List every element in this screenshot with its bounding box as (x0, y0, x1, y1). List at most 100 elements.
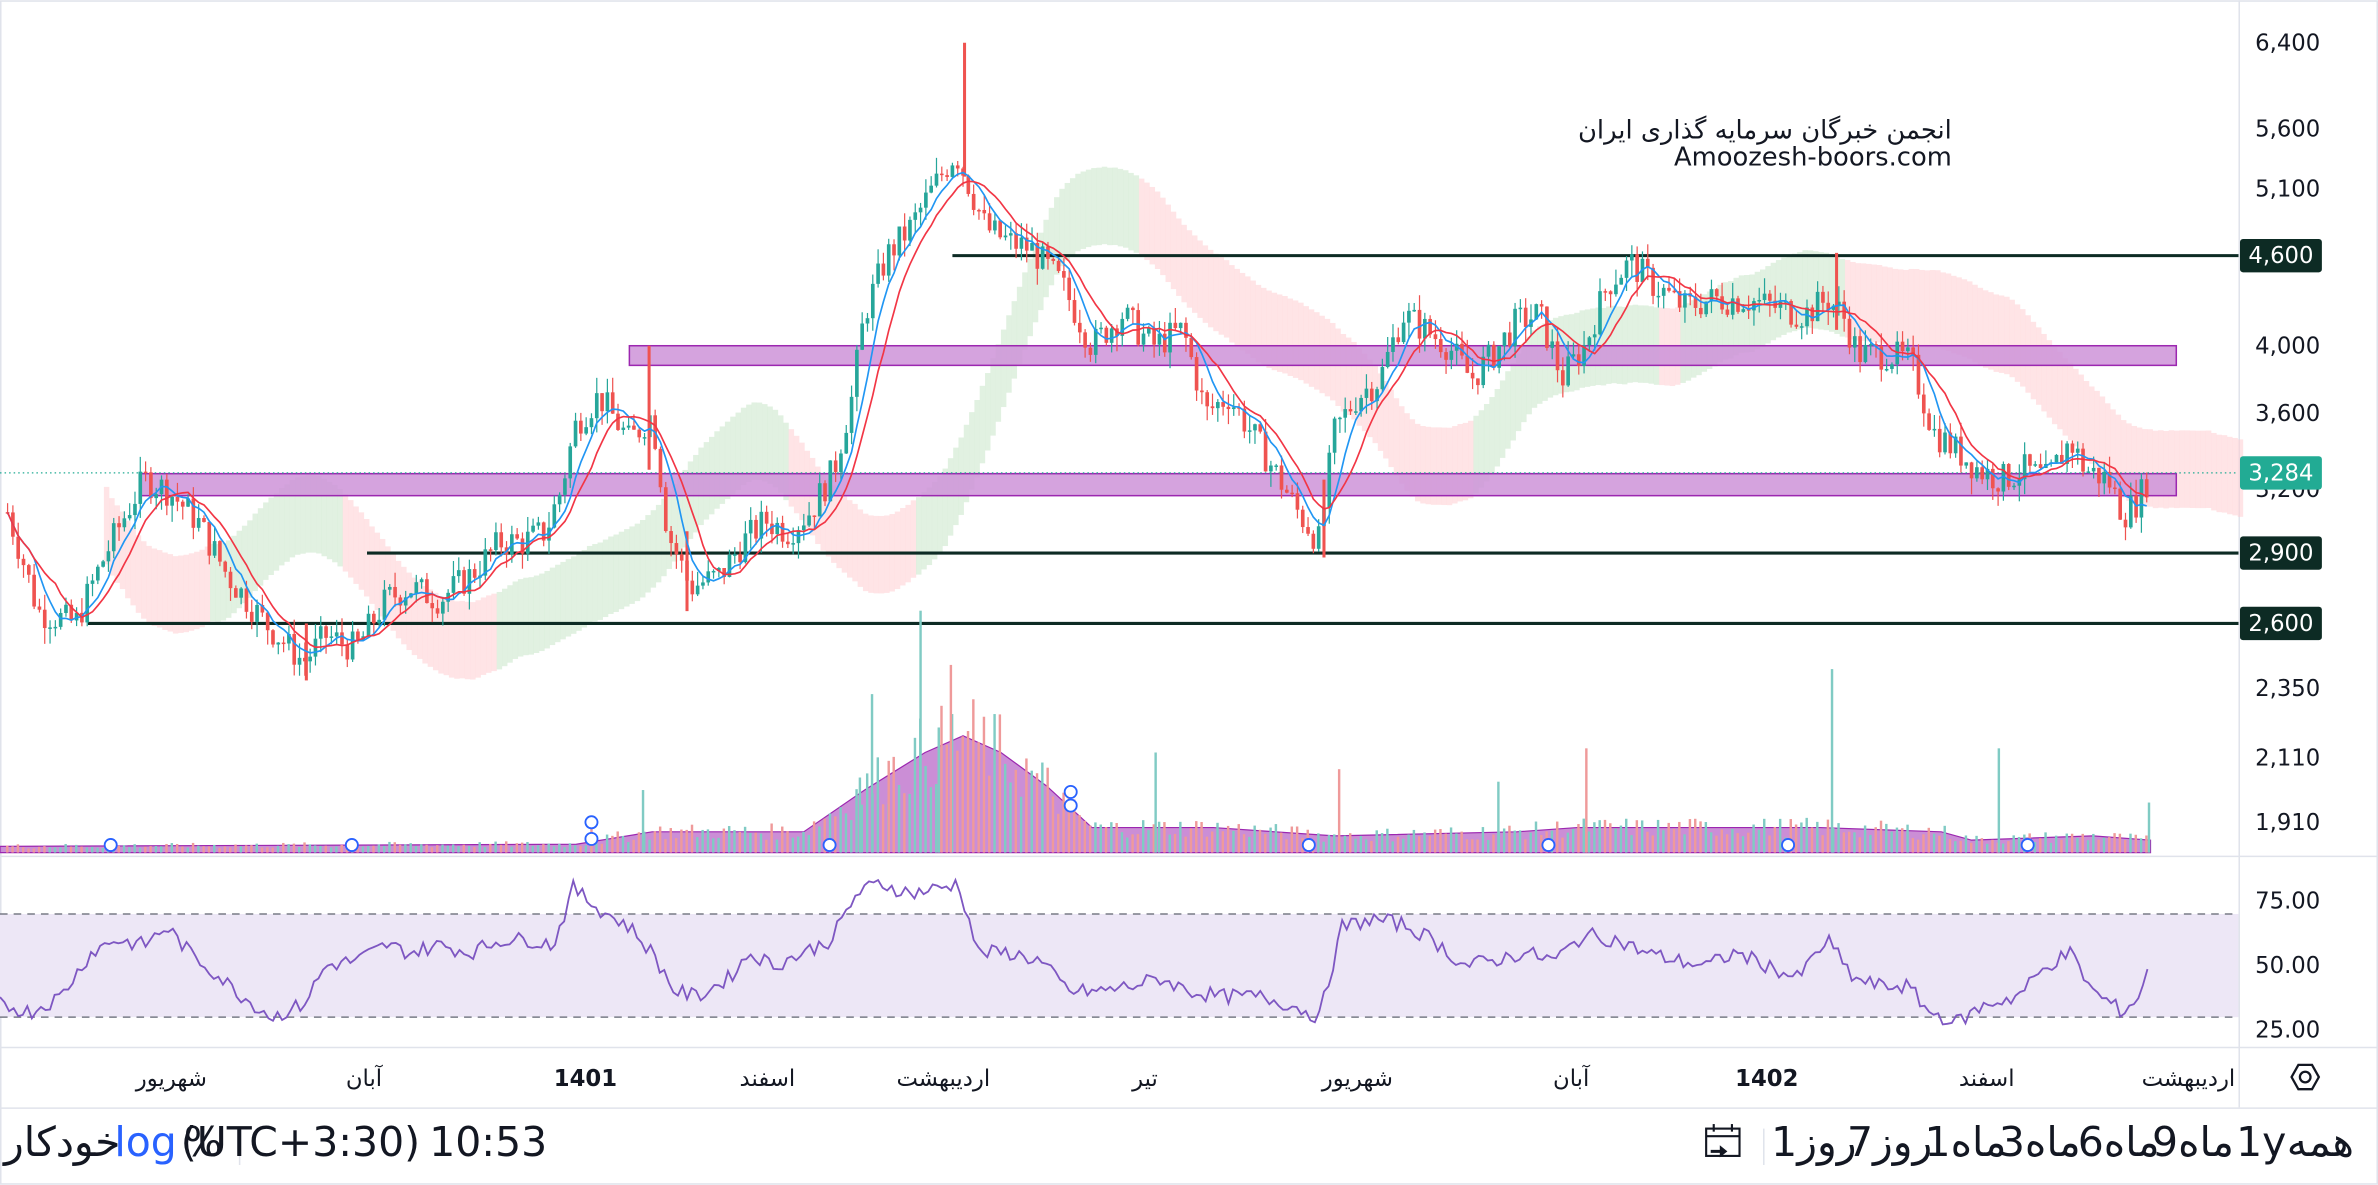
candle-body (807, 515, 811, 526)
cloud-slice (305, 475, 312, 553)
event-marker-icon[interactable] (1541, 838, 1556, 852)
cloud-slice (374, 532, 381, 611)
candle-body (1699, 307, 1703, 315)
candle-body (16, 536, 21, 559)
cloud-slice (1080, 171, 1087, 249)
price-tick-label: 2,110 (2255, 746, 2320, 772)
candle-body (1486, 344, 1491, 357)
cloud-slice (1409, 419, 1416, 497)
volume-bar (197, 845, 200, 853)
volume-bar (1577, 824, 1580, 853)
event-marker-icon[interactable] (2020, 838, 2035, 852)
candle-body (1645, 258, 1650, 268)
go-to-date-icon[interactable] (1705, 1124, 1741, 1158)
candle-body (1545, 306, 1549, 348)
cloud-slice (1913, 269, 1920, 347)
price-zone[interactable] (138, 472, 2178, 497)
candle-body (1279, 465, 1284, 490)
range-button[interactable]: 1روز (1771, 1118, 1856, 1166)
event-marker-icon[interactable] (344, 838, 359, 852)
candle-body (117, 523, 121, 528)
cloud-slice (1823, 252, 1830, 331)
log-scale-button[interactable]: log (114, 1118, 176, 1166)
volume-bar (1678, 821, 1681, 853)
event-marker-icon[interactable] (584, 815, 599, 830)
event-marker-icon[interactable] (584, 831, 599, 846)
range-button[interactable]: 3ماه (1999, 1118, 2081, 1166)
cloud-slice (1706, 291, 1713, 369)
cloud-slice (1956, 277, 1962, 355)
volume-bar (802, 831, 805, 853)
volume-bar (865, 773, 869, 853)
volume-bar (473, 846, 476, 853)
candle-body (1937, 428, 1942, 453)
price-zone[interactable] (628, 344, 2178, 367)
candle-body (1470, 372, 1475, 379)
event-marker-icon[interactable] (1781, 838, 1796, 852)
volume-bar (1885, 823, 1888, 853)
volume-bar (860, 804, 864, 853)
range-button[interactable]: همه (2287, 1118, 2354, 1166)
candle-body (1109, 328, 1114, 343)
candle-body (1300, 509, 1305, 528)
candle-body (1879, 346, 1884, 370)
volume-bar (733, 830, 736, 853)
candle-body (356, 631, 360, 641)
cloud-slice (1388, 389, 1394, 468)
volume-bar (202, 846, 205, 853)
event-marker-icon[interactable] (1063, 798, 1078, 813)
cloud-slice (464, 601, 471, 680)
range-button[interactable]: 1ماه (1925, 1118, 2007, 1166)
candle-body (748, 519, 753, 534)
candle-body (1858, 336, 1862, 363)
candle-body (1561, 370, 1565, 386)
volume-bar (1025, 758, 1028, 853)
range-button[interactable]: 1y (2236, 1118, 2286, 1166)
candle-body (1863, 344, 1868, 363)
volume-bar (1126, 837, 1129, 853)
cloud-slice (1276, 294, 1283, 372)
event-marker-icon[interactable] (1063, 784, 1078, 799)
range-button[interactable]: 9ماه (2152, 1118, 2234, 1166)
time-axis[interactable]: شهریور آبان 1401 اسفند اردیبهشت تیر شهریور آبان… (135, 1064, 2235, 1092)
level-price-badge (2239, 536, 2322, 570)
clock-display[interactable]: (UTC+3:30) 10:53 (181, 1118, 547, 1166)
volume-bar (335, 846, 338, 853)
event-marker-icon[interactable] (1301, 838, 1316, 852)
auto-scale-button[interactable]: خودکار (2, 1118, 120, 1166)
candle-body (467, 569, 472, 594)
candle-body (143, 471, 148, 474)
volume-bar (128, 847, 131, 853)
cloud-slice (1988, 292, 1994, 370)
candle-body (2059, 454, 2064, 464)
cloud-slice (1165, 204, 1171, 283)
cloud-slice (1967, 281, 1973, 359)
cloud-slice (167, 554, 174, 632)
volume-bar (1932, 833, 1936, 853)
candle-body (95, 566, 100, 581)
volume-bar (929, 787, 933, 853)
cloud-slice (1255, 284, 1262, 363)
range-button[interactable]: 6ماه (2078, 1118, 2160, 1166)
cloud-slice (2073, 368, 2079, 447)
candle-body (849, 396, 854, 433)
volume-bar (27, 848, 30, 853)
percent-scale-button[interactable]: % (184, 1118, 223, 1166)
volume-bar (282, 842, 285, 853)
volume-bar (605, 834, 609, 853)
volume-bar (478, 842, 481, 853)
candle-body (1205, 392, 1210, 407)
price-axis[interactable]: 6,4005,6005,1004,0003,6003,2002,3502,110… (2239, 30, 2322, 1044)
volume-bar (1391, 841, 1394, 853)
volume-bar (1837, 823, 1840, 853)
cloud-slice (337, 488, 343, 567)
candle-body (1714, 289, 1719, 297)
event-marker-icon[interactable] (103, 838, 118, 852)
range-button[interactable]: 7روز (1847, 1118, 1932, 1166)
volume-bar (1789, 819, 1792, 853)
chart-settings-icon[interactable] (2290, 1063, 2321, 1091)
cloud-slice (1717, 284, 1723, 363)
event-marker-icon[interactable] (822, 838, 837, 852)
watermark-line2: Amoozesh-boors.com (1674, 143, 1952, 173)
